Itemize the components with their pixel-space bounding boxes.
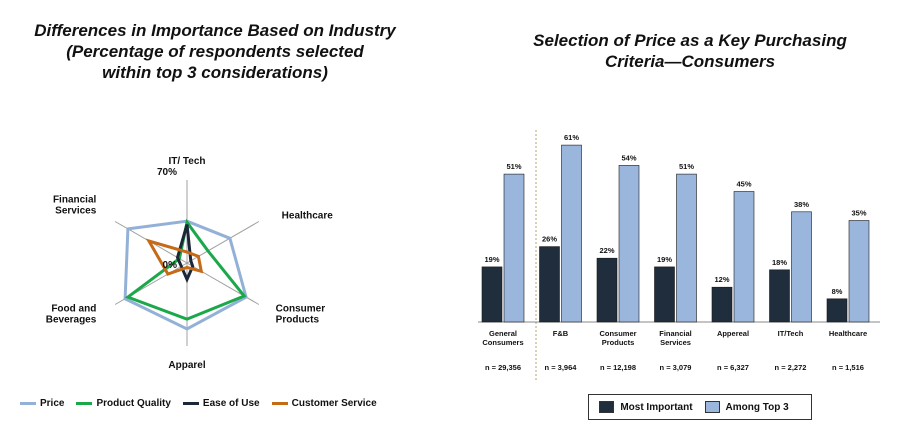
bar-most-important bbox=[481, 266, 503, 323]
bar-category-label: Healthcare bbox=[829, 329, 867, 338]
bar-data-label: 12% bbox=[714, 275, 729, 284]
legend-swatch bbox=[271, 402, 288, 405]
bar-among-top3 bbox=[561, 144, 582, 323]
bar-data-label: 51% bbox=[679, 162, 694, 171]
bar-sample-size: n = 2,272 bbox=[775, 363, 807, 372]
legend-item-ease-of-use: Ease of Use bbox=[182, 398, 260, 409]
bar-data-label: 38% bbox=[794, 200, 809, 209]
radar-chart-title: Differences in Importance Based on Indus… bbox=[0, 20, 430, 83]
legend-swatch bbox=[182, 402, 199, 405]
radar-axis-label: Healthcare bbox=[282, 211, 334, 222]
radar-series-ease-of-use bbox=[175, 224, 195, 284]
bar-data-label: 19% bbox=[657, 255, 672, 264]
bar-sample-size: n = 3,079 bbox=[660, 363, 692, 372]
radar-axis-label: Apparel bbox=[168, 360, 205, 371]
legend-swatch bbox=[599, 401, 615, 413]
bar-category-label: General Consumers bbox=[482, 329, 523, 347]
bar-sample-size: n = 12,198 bbox=[600, 363, 636, 372]
legend-item-price: Price bbox=[20, 398, 64, 409]
radar-title-line1: Differences in Importance Based on Indus… bbox=[34, 21, 396, 40]
bar-sample-size: n = 1,516 bbox=[832, 363, 864, 372]
bar-title-line1: Selection of Price as a Key Purchasing bbox=[533, 31, 847, 50]
bar-data-label: 26% bbox=[542, 235, 557, 244]
bar-most-important bbox=[654, 266, 675, 323]
bar-most-important bbox=[596, 257, 618, 323]
radar-axis-label: Food and Beverages bbox=[46, 304, 97, 326]
legend-item-customer-service: Customer Service bbox=[271, 398, 377, 409]
radar-title-line3: within top 3 considerations) bbox=[102, 63, 328, 82]
bar-chart-title: Selection of Price as a Key Purchasing C… bbox=[480, 30, 900, 72]
legend-item-among-top3: Among Top 3 bbox=[704, 401, 789, 413]
bar-category-label: Consumer Products bbox=[599, 329, 636, 347]
radar-axis-label: Consumer Products bbox=[276, 304, 326, 326]
bar-most-important bbox=[539, 246, 560, 323]
bar-data-label: 51% bbox=[506, 162, 521, 171]
legend-item-most-important: Most Important bbox=[599, 401, 693, 413]
bar-data-label: 22% bbox=[599, 246, 614, 255]
legend-label: Among Top 3 bbox=[725, 401, 789, 413]
bar-among-top3 bbox=[791, 211, 812, 323]
bar-title-line2: Criteria—Consumers bbox=[604, 52, 776, 71]
bar-sample-size: n = 6,327 bbox=[717, 363, 749, 372]
bar-data-label: 54% bbox=[621, 153, 636, 162]
bar-sample-size: n = 3,964 bbox=[545, 363, 578, 372]
radar-axis-label: IT/ Tech bbox=[168, 156, 205, 167]
bar-most-important bbox=[826, 298, 848, 323]
bar-most-important bbox=[769, 269, 790, 323]
bar-among-top3 bbox=[848, 220, 870, 323]
bar-data-label: 35% bbox=[851, 209, 866, 218]
bar-data-label: 18% bbox=[772, 258, 787, 267]
legend-label: Price bbox=[40, 398, 65, 409]
legend-swatch bbox=[704, 401, 720, 413]
bar-data-label: 45% bbox=[736, 180, 751, 189]
legend-swatch bbox=[20, 402, 36, 405]
radar-series-customer-service bbox=[145, 238, 204, 276]
bar-data-label: 19% bbox=[484, 255, 499, 264]
bar-among-top3 bbox=[676, 173, 697, 323]
radar-axis-label: Financial Services bbox=[53, 195, 97, 217]
legend-label: Most Important bbox=[620, 401, 693, 413]
bar-sample-size: n = 29,356 bbox=[485, 363, 521, 372]
radar-series-price bbox=[123, 219, 248, 331]
legend-swatch bbox=[76, 402, 93, 405]
radar-tick-label: 70% bbox=[157, 167, 177, 178]
legend-label: Product Quality bbox=[96, 398, 171, 409]
bar-among-top3 bbox=[618, 165, 640, 323]
bar-data-label: 61% bbox=[564, 133, 579, 142]
radar-legend: Price Product Quality Ease of Use Customer … bbox=[20, 398, 389, 409]
bar-category-label: Appereal bbox=[717, 329, 749, 338]
bar-most-important bbox=[711, 286, 733, 323]
bar-category-label: Financial Services bbox=[659, 329, 692, 347]
radar-title-line2: (Percentage of respondents selected bbox=[66, 42, 364, 61]
legend-label: Ease of Use bbox=[202, 398, 260, 409]
legend-item-product-quality: Product Quality bbox=[76, 398, 171, 409]
bar-category-label: IT/Tech bbox=[778, 329, 804, 338]
bar-category-label: F&B bbox=[553, 329, 569, 338]
bar-legend: Most Important Among Top 3 bbox=[588, 394, 812, 420]
bar-among-top3 bbox=[503, 173, 525, 323]
legend-label: Customer Service bbox=[291, 398, 377, 409]
bar-among-top3 bbox=[733, 191, 755, 323]
radar-tick-label: 0% bbox=[163, 260, 178, 271]
bar-data-label: 8% bbox=[832, 287, 843, 296]
